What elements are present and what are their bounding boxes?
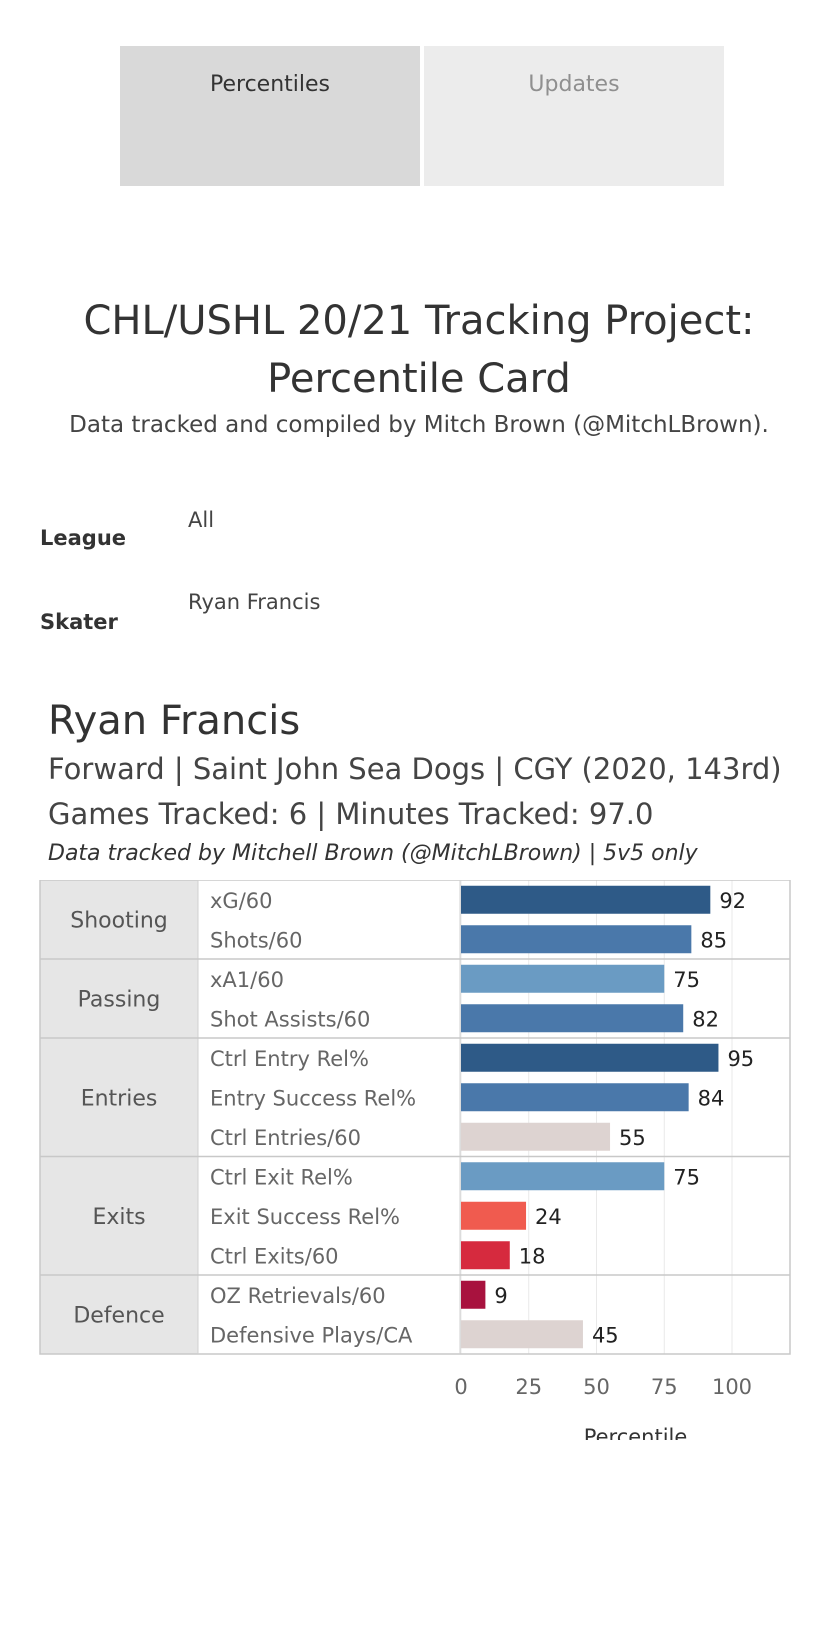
page-title: CHL/USHL 20/21 Tracking Project: Percent… [0,292,838,408]
metric-label: Ctrl Exits/60 [210,1244,339,1268]
bar-value-label: 45 [592,1323,619,1347]
percentile-bar [461,1162,665,1191]
player-data-note: Data tracked by Mitchell Brown (@MitchLB… [48,841,698,866]
percentile-bar [461,1280,486,1309]
group-label: Passing [78,988,161,1013]
x-tick-label: 0 [454,1375,467,1399]
tab-percentiles[interactable]: Percentiles [120,46,420,186]
metric-label: Defensive Plays/CA [210,1323,413,1347]
group-label: Defence [73,1304,164,1329]
player-info: Forward | Saint John Sea Dogs | CGY (202… [48,752,782,786]
bar-value-label: 92 [719,889,746,913]
metric-label: xA1/60 [210,968,284,992]
group-label: Exits [92,1205,145,1230]
metric-label: Entry Success Rel% [210,1086,416,1110]
player-games-tracked: Games Tracked: 6 | Minutes Tracked: 97.0 [48,797,654,831]
metric-label: OZ Retrievals/60 [210,1284,386,1308]
bar-value-label: 18 [519,1244,546,1268]
percentile-bar [461,1043,719,1072]
metric-label: Ctrl Exit Rel% [210,1165,353,1189]
x-tick-label: 25 [515,1375,542,1399]
skater-filter-value[interactable]: Ryan Francis [188,590,321,614]
chart-frame [39,880,791,1355]
percentile-bar [461,1083,689,1112]
x-tick-label: 75 [651,1375,678,1399]
metric-label: Ctrl Entries/60 [210,1126,361,1150]
metric-label: Exit Success Rel% [210,1205,400,1229]
bar-value-label: 24 [535,1205,562,1229]
x-axis-label: Percentile [584,1425,688,1440]
percentile-bar [461,925,692,954]
percentile-bar [461,885,711,914]
percentile-bar [461,1004,684,1033]
group-label: Entries [81,1086,158,1111]
group-cell-bg [40,959,198,1038]
page-title-line2: Percentile Card [267,356,571,402]
group-cell-bg [40,880,198,959]
x-tick-label: 50 [583,1375,610,1399]
percentile-bar [461,1122,611,1151]
x-tick-label: 100 [712,1375,752,1399]
percentile-bar [461,1241,510,1270]
tab-bar: Percentiles Updates [120,46,724,186]
bar-value-label: 84 [698,1086,725,1110]
bar-value-label: 75 [673,968,700,992]
group-label: Shooting [70,909,167,934]
percentile-chart: Shooting xG/60 92 Shots/60 85 Passing xA1/60 75… [39,880,791,1440]
bar-value-label: 9 [494,1284,507,1308]
bar-value-label: 95 [727,1047,754,1071]
league-filter-value[interactable]: All [188,508,215,532]
page-title-line1: CHL/USHL 20/21 Tracking Project: [83,298,755,344]
percentile-bar [461,964,665,993]
metric-label: Ctrl Entry Rel% [210,1047,369,1071]
player-name: Ryan Francis [48,698,301,744]
league-filter-label: League [40,526,127,550]
group-cell-bg [40,1038,198,1157]
percentile-bar [461,1320,583,1349]
bar-value-label: 85 [700,928,727,952]
bar-value-label: 75 [673,1165,700,1189]
tab-updates[interactable]: Updates [424,46,724,186]
bar-value-label: 82 [692,1007,719,1031]
group-cell-bg [40,1156,198,1275]
percentile-bar [461,1201,527,1230]
page-subtitle: Data tracked and compiled by Mitch Brown… [69,412,769,438]
metric-label: Shot Assists/60 [210,1007,370,1031]
metric-label: xG/60 [210,889,273,913]
metric-label: Shots/60 [210,928,302,952]
bar-value-label: 55 [619,1126,646,1150]
group-cell-bg [40,1275,198,1354]
skater-filter-label: Skater [40,610,118,634]
